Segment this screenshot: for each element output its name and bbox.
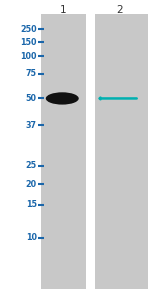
Text: 75: 75 xyxy=(26,69,37,78)
Bar xyxy=(95,14,148,289)
Text: 2: 2 xyxy=(117,5,123,15)
Bar xyxy=(40,14,86,289)
Text: 50: 50 xyxy=(26,94,37,103)
Text: 15: 15 xyxy=(26,200,37,209)
Text: 10: 10 xyxy=(26,234,37,242)
Text: 25: 25 xyxy=(26,161,37,170)
Ellipse shape xyxy=(46,92,79,105)
Text: 20: 20 xyxy=(26,180,37,188)
Text: 1: 1 xyxy=(60,5,66,15)
Text: 150: 150 xyxy=(20,38,37,47)
Text: 100: 100 xyxy=(20,52,37,61)
Text: 250: 250 xyxy=(20,25,37,34)
Text: 37: 37 xyxy=(26,121,37,130)
